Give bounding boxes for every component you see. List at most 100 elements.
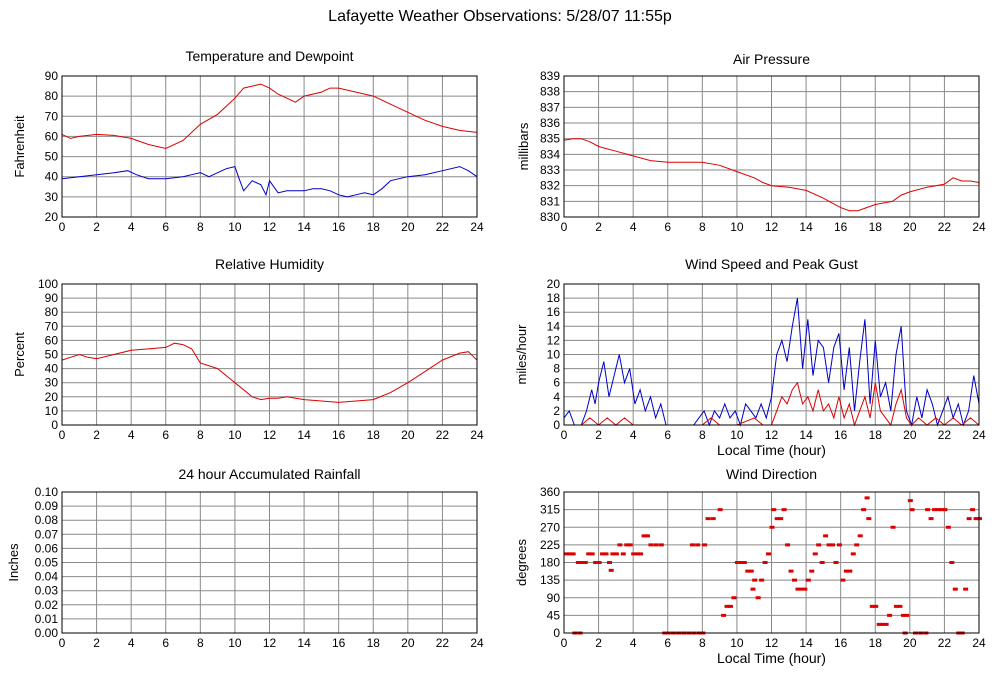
plot-frame bbox=[563, 75, 980, 218]
data-point bbox=[563, 552, 569, 556]
data-point bbox=[850, 552, 856, 556]
x-tick-label: 14 bbox=[799, 428, 813, 442]
x-tick-label: 12 bbox=[765, 636, 779, 650]
x-tick-label: 8 bbox=[699, 636, 706, 650]
data-point bbox=[648, 543, 654, 547]
data-point bbox=[567, 552, 573, 556]
x-tick-label: 14 bbox=[297, 220, 311, 234]
x-tick-label: 4 bbox=[128, 428, 135, 442]
data-point bbox=[883, 622, 889, 626]
x-tick-label: 16 bbox=[834, 220, 848, 234]
y-tick-label: 834 bbox=[540, 147, 560, 161]
data-point bbox=[932, 508, 938, 512]
y-tick-label: 14 bbox=[547, 319, 561, 333]
data-point bbox=[900, 613, 906, 617]
x-tick-label: 6 bbox=[664, 636, 671, 650]
x-tick-label: 12 bbox=[765, 428, 779, 442]
series-line-red bbox=[563, 138, 980, 212]
data-point bbox=[634, 552, 640, 556]
data-point bbox=[586, 552, 592, 556]
y-tick-label: 0.00 bbox=[35, 626, 59, 640]
data-point bbox=[731, 596, 737, 600]
series-line-red bbox=[61, 83, 478, 150]
data-point bbox=[876, 622, 882, 626]
y-tick-label: 0.02 bbox=[35, 598, 59, 612]
y-tick-label: 20 bbox=[45, 210, 59, 224]
x-tick-label: 16 bbox=[332, 428, 346, 442]
data-point bbox=[798, 587, 804, 591]
x-tick-label: 22 bbox=[436, 428, 450, 442]
y-tick-label: 838 bbox=[540, 85, 560, 99]
data-point bbox=[600, 552, 606, 556]
data-point bbox=[762, 561, 768, 564]
data-point bbox=[717, 508, 723, 512]
data-point bbox=[836, 543, 842, 547]
data-point bbox=[812, 552, 818, 556]
data-point bbox=[653, 543, 659, 547]
x-tick-label: 20 bbox=[903, 636, 917, 650]
y-tick-label: 839 bbox=[540, 69, 560, 83]
x-tick-label: 16 bbox=[332, 220, 346, 234]
y-tick-label: 0.08 bbox=[35, 513, 59, 527]
data-point bbox=[641, 534, 647, 538]
data-point bbox=[755, 596, 761, 600]
data-point bbox=[854, 543, 860, 547]
y-tick-label: 0.05 bbox=[35, 556, 59, 570]
data-point bbox=[805, 578, 811, 582]
data-point bbox=[658, 543, 664, 547]
data-point bbox=[778, 517, 784, 521]
data-point bbox=[613, 552, 619, 556]
data-point bbox=[606, 561, 612, 564]
data-point bbox=[748, 569, 754, 573]
x-tick-label: 22 bbox=[436, 636, 450, 650]
x-tick-label: 14 bbox=[799, 220, 813, 234]
data-point bbox=[869, 604, 875, 608]
plot-frame bbox=[61, 75, 478, 218]
x-tick-label: 20 bbox=[401, 428, 415, 442]
x-tick-label: 8 bbox=[699, 428, 706, 442]
data-point bbox=[904, 613, 910, 617]
x-tick-label: 18 bbox=[367, 428, 381, 442]
y-tick-label: 832 bbox=[540, 179, 560, 193]
y-tick-label: 50 bbox=[45, 348, 59, 362]
y-tick-label: 0.03 bbox=[35, 584, 59, 598]
data-point bbox=[823, 534, 829, 538]
y-tick-label: 225 bbox=[540, 538, 560, 552]
y-tick-label: 20 bbox=[45, 390, 59, 404]
data-point bbox=[627, 543, 633, 547]
data-point bbox=[631, 552, 637, 556]
data-point bbox=[710, 517, 716, 521]
plot-frame bbox=[61, 491, 478, 634]
y-tick-label: 0 bbox=[51, 418, 58, 432]
y-tick-label: 270 bbox=[540, 520, 560, 534]
data-point bbox=[802, 587, 808, 591]
y-tick-label: 180 bbox=[540, 556, 560, 570]
y-axis-label: Inches bbox=[6, 543, 21, 582]
data-point bbox=[890, 525, 896, 529]
data-point bbox=[866, 517, 872, 521]
data-point bbox=[769, 525, 775, 529]
data-point bbox=[887, 613, 893, 617]
chart-title: Temperature and Dewpoint bbox=[185, 48, 353, 64]
x-tick-label: 0 bbox=[59, 220, 66, 234]
y-tick-label: 60 bbox=[45, 129, 59, 143]
data-point bbox=[570, 552, 576, 556]
data-point bbox=[589, 552, 595, 556]
y-axis-label: degrees bbox=[514, 539, 529, 586]
data-point bbox=[785, 543, 791, 547]
y-tick-label: 30 bbox=[45, 190, 59, 204]
data-point bbox=[945, 525, 951, 529]
x-tick-label: 22 bbox=[938, 428, 952, 442]
y-tick-label: 835 bbox=[540, 132, 560, 146]
y-tick-label: 40 bbox=[45, 362, 59, 376]
y-tick-label: 135 bbox=[540, 573, 560, 587]
y-tick-label: 833 bbox=[540, 163, 560, 177]
y-tick-label: 2 bbox=[553, 404, 560, 418]
y-tick-label: 90 bbox=[547, 591, 561, 605]
series-line-blue bbox=[61, 166, 478, 198]
y-tick-label: 0.10 bbox=[35, 485, 59, 499]
y-tick-label: 40 bbox=[45, 170, 59, 184]
data-point bbox=[724, 604, 730, 608]
x-tick-label: 4 bbox=[630, 428, 637, 442]
data-point bbox=[791, 578, 797, 582]
